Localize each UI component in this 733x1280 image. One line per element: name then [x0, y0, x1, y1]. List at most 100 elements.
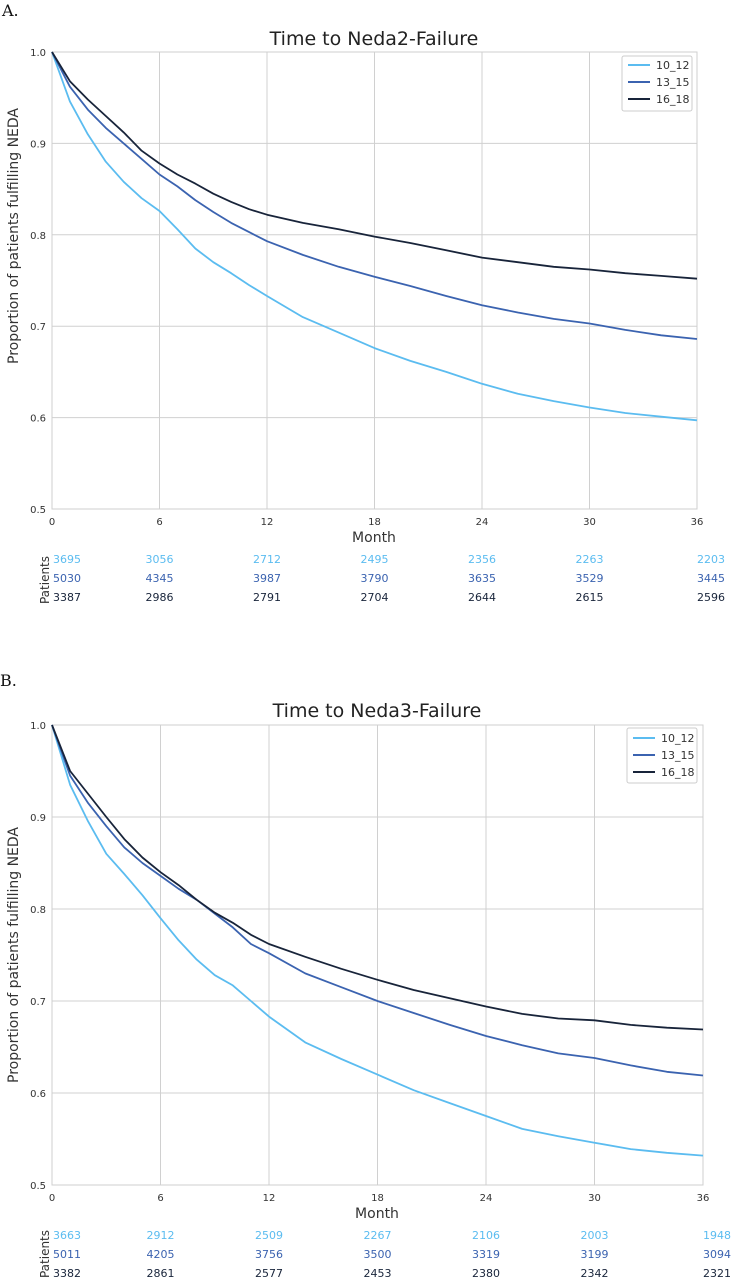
risk-count-a-10_12-1: 3056	[146, 553, 174, 566]
risk-count-b-16_18-4: 2380	[472, 1267, 500, 1280]
series-line-b-10_12	[51, 724, 704, 1157]
plot-area-b: 0.5 0.6 0.7 0.8 0.9 1.0 0 6 12 18 24 30 36	[30, 721, 709, 1204]
risk-count-b-10_12-0: 3663	[53, 1229, 81, 1242]
y-tick-label-b-3: 0.8	[30, 905, 46, 916]
x-tick-label-b-0: 0	[49, 1193, 55, 1204]
risk-table-label-b: Patients	[38, 1230, 52, 1278]
series-line-b-13_15	[51, 724, 704, 1077]
x-tick-label-b-1: 6	[157, 1193, 163, 1204]
chart-title-a: Time to Neda2-Failure	[269, 28, 479, 50]
risk-table-label-a: Patients	[38, 556, 52, 604]
risk-count-a-13_15-4: 3635	[468, 572, 496, 585]
x-axis-label-b: Month	[355, 1206, 399, 1222]
risk-count-b-13_15-2: 3756	[255, 1248, 283, 1261]
risk-count-b-10_12-1: 2912	[147, 1229, 175, 1242]
risk-count-a-10_12-4: 2356	[468, 553, 496, 566]
x-tick-label-a-6: 36	[691, 517, 704, 528]
risk-count-a-16_18-2: 2791	[253, 591, 281, 604]
panel-b: B. Time to Neda3-Failure 0.5 0.6 0.7 0.8 0.9…	[0, 671, 731, 1280]
series-line-b-16_18	[51, 724, 704, 1031]
risk-count-b-13_15-0: 5011	[53, 1248, 81, 1261]
panel-label-a: A.	[1, 1, 19, 20]
risk-count-b-13_15-5: 3199	[581, 1248, 609, 1261]
y-tick-label-a-4: 0.9	[30, 139, 46, 150]
x-axis-label-a: Month	[352, 530, 396, 546]
series-line-a-10_12	[51, 51, 698, 422]
risk-count-a-16_18-3: 2704	[361, 591, 389, 604]
risk-count-b-16_18-1: 2861	[147, 1267, 175, 1280]
y-axis-label-b: Proportion of patients fulfilling NEDA	[6, 827, 22, 1083]
x-tick-label-b-2: 12	[263, 1193, 276, 1204]
plot-frame-a	[51, 51, 698, 510]
risk-count-a-13_15-5: 3529	[576, 572, 604, 585]
risk-count-b-16_18-2: 2577	[255, 1267, 283, 1280]
y-tick-label-b-1: 0.6	[30, 1089, 46, 1100]
risk-count-a-10_12-2: 2712	[253, 553, 281, 566]
y-tick-label-b-2: 0.7	[30, 997, 46, 1008]
legend-label-a-2: 13_15	[656, 76, 690, 89]
risk-count-a-16_18-4: 2644	[468, 591, 496, 604]
y-tick-label-a-5: 1.0	[30, 48, 46, 59]
risk-count-a-16_18-6: 2596	[697, 591, 725, 604]
legend-a: 10_12 13_15 16_18	[621, 55, 693, 112]
risk-count-a-10_12-5: 2263	[576, 553, 604, 566]
legend-label-a-1: 10_12	[656, 59, 690, 72]
legend-label-a-3: 16_18	[656, 93, 690, 106]
risk-count-a-13_15-1: 4345	[146, 572, 174, 585]
risk-count-b-10_12-4: 2106	[472, 1229, 500, 1242]
risk-count-b-16_18-3: 2453	[364, 1267, 392, 1280]
y-tick-label-b-4: 0.9	[30, 813, 46, 824]
risk-count-b-10_12-6: 1948	[703, 1229, 731, 1242]
series-line-a-13_15	[51, 51, 698, 340]
x-tick-label-b-6: 36	[697, 1193, 710, 1204]
series-line-a-16_18	[51, 51, 698, 280]
risk-count-a-16_18-1: 2986	[146, 591, 174, 604]
x-tick-label-b-3: 18	[371, 1193, 384, 1204]
risk-count-a-13_15-6: 3445	[697, 572, 725, 585]
risk-count-b-10_12-2: 2509	[255, 1229, 283, 1242]
risk-count-b-10_12-5: 2003	[581, 1229, 609, 1242]
chart-title-b: Time to Neda3-Failure	[272, 700, 482, 722]
legend-label-b-2: 13_15	[661, 749, 695, 762]
y-axis-label-a: Proportion of patients fulfilling NEDA	[6, 108, 22, 364]
risk-count-a-16_18-0: 3387	[53, 591, 81, 604]
legend-b: 10_12 13_15 16_18	[626, 727, 698, 784]
panel-a: A. Time to Neda2-Failure 0.5 0.6 0.7 0.8 0.9…	[1, 1, 725, 604]
risk-count-a-10_12-0: 3695	[53, 553, 81, 566]
x-tick-label-a-0: 0	[49, 517, 55, 528]
x-tick-label-b-5: 30	[588, 1193, 601, 1204]
risk-count-a-10_12-6: 2203	[697, 553, 725, 566]
y-tick-label-b-5: 1.0	[30, 721, 46, 732]
risk-table-b: 3663 2912 2509 2267 2106 2003 1948 5011 4205 3756…	[53, 1229, 731, 1280]
y-tick-label-a-1: 0.6	[30, 414, 46, 425]
risk-count-a-13_15-3: 3790	[361, 572, 389, 585]
y-tick-label-a-0: 0.5	[30, 505, 46, 516]
x-tick-label-b-4: 24	[480, 1193, 493, 1204]
x-tick-label-a-2: 12	[261, 517, 274, 528]
plot-area-a: 0.5 0.6 0.7 0.8 0.9 1.0 0 6 12 18 24 30 36	[30, 48, 703, 528]
risk-count-b-13_15-1: 4205	[147, 1248, 175, 1261]
risk-count-a-10_12-3: 2495	[361, 553, 389, 566]
x-tick-label-a-5: 30	[583, 517, 596, 528]
y-tick-label-a-2: 0.7	[30, 322, 46, 333]
y-tick-label-b-0: 0.5	[30, 1181, 46, 1192]
risk-count-b-16_18-5: 2342	[581, 1267, 609, 1280]
x-tick-label-a-4: 24	[476, 517, 489, 528]
risk-count-a-16_18-5: 2615	[576, 591, 604, 604]
plot-frame-b	[51, 724, 704, 1186]
panel-label-b: B.	[0, 671, 17, 690]
risk-count-b-16_18-6: 2321	[703, 1267, 731, 1280]
risk-count-b-10_12-3: 2267	[364, 1229, 392, 1242]
risk-count-b-16_18-0: 3382	[53, 1267, 81, 1280]
legend-label-b-3: 16_18	[661, 766, 695, 779]
x-tick-label-a-1: 6	[156, 517, 162, 528]
risk-count-b-13_15-3: 3500	[364, 1248, 392, 1261]
risk-count-b-13_15-4: 3319	[472, 1248, 500, 1261]
risk-count-a-13_15-2: 3987	[253, 572, 281, 585]
y-tick-label-a-3: 0.8	[30, 231, 46, 242]
x-tick-label-a-3: 18	[368, 517, 381, 528]
risk-count-b-13_15-6: 3094	[703, 1248, 731, 1261]
legend-label-b-1: 10_12	[661, 732, 695, 745]
risk-table-a: 3695 3056 2712 2495 2356 2263 2203 5030 4345 3987…	[53, 553, 725, 604]
